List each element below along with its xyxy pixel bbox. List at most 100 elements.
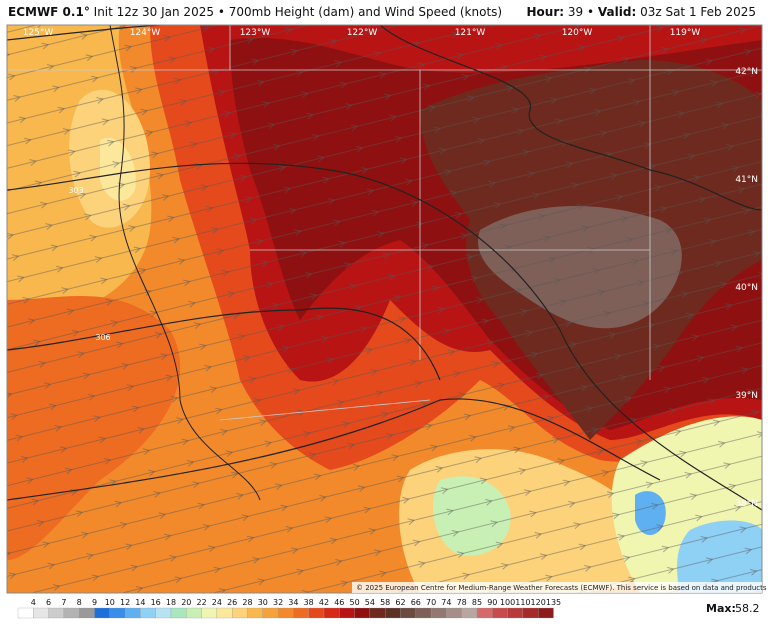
colorbar-label: 120 xyxy=(531,598,546,607)
lon-label: 124°W xyxy=(130,28,161,38)
colorbar-swatch xyxy=(201,607,218,619)
colorbar-swatch xyxy=(232,607,248,619)
colorbar-swatch xyxy=(385,607,401,619)
copyright: © 2025 European Centre for Medium-Range … xyxy=(356,584,768,592)
colorbar-label: 70 xyxy=(426,598,436,607)
colorbar-label: 12 xyxy=(120,598,130,607)
hour-label: Hour: xyxy=(526,5,565,19)
colorbar-swatch xyxy=(461,607,478,619)
header-right: Hour: 39 • Valid: 03z Sat 1 Feb 2025 xyxy=(527,5,756,19)
colorbar-label: 18 xyxy=(166,598,176,607)
lon-label: 121°W xyxy=(455,28,486,38)
product: 700mb Height (dam) and Wind Speed (knots… xyxy=(228,5,503,19)
colorbar-label: 22 xyxy=(197,598,207,607)
colorbar-label: 10 xyxy=(105,598,115,607)
colorbar-label: 14 xyxy=(135,598,145,607)
colorbar-swatch xyxy=(216,607,233,619)
colorbar-swatch xyxy=(369,607,386,619)
colorbar-label: 9 xyxy=(92,598,97,607)
lon-label: 119°W xyxy=(670,28,701,38)
colorbar-label: 58 xyxy=(380,598,390,607)
copyright-bg xyxy=(352,582,762,593)
colorbar-swatch xyxy=(17,607,34,619)
colorbar-swatch xyxy=(186,607,202,619)
colorbar-label: 90 xyxy=(487,598,497,607)
lat-label: 39°N xyxy=(735,391,758,401)
colorbar-label: 100 xyxy=(500,598,515,607)
colorbar-label: 30 xyxy=(258,598,268,607)
contour-label: 303 xyxy=(68,186,83,195)
colorbar-label: 78 xyxy=(457,598,467,607)
lat-label: 42°N xyxy=(735,67,758,77)
lon-label: 123°W xyxy=(240,28,271,38)
colorbar-swatch xyxy=(415,607,432,619)
colorbar-swatch xyxy=(170,607,187,619)
contour-label: 306 xyxy=(95,333,110,342)
hour: 39 xyxy=(567,5,584,19)
colorbar-label: 16 xyxy=(151,598,161,607)
colorbar-swatch xyxy=(140,607,156,619)
init: Init 12z 30 Jan 2025 xyxy=(93,5,214,19)
lat-label: 40°N xyxy=(735,283,758,293)
colorbar-swatch xyxy=(33,607,49,619)
lon-label: 120°W xyxy=(562,28,593,38)
colorbar-swatch xyxy=(247,607,263,619)
header-left: ECMWF 0.1° Init 12z 30 Jan 2025 • 700mb … xyxy=(8,5,502,19)
colorbar-label: 20 xyxy=(181,598,191,607)
valid: 03z Sat 1 Feb 2025 xyxy=(640,5,756,19)
colorbar-swatch xyxy=(48,607,65,619)
colorbar-label: 50 xyxy=(350,598,360,607)
colorbar-label: 38 xyxy=(304,598,314,607)
lon-label: 122°W xyxy=(347,28,378,38)
colorbar-label: 42 xyxy=(319,598,329,607)
colorbar-label: 32 xyxy=(273,598,283,607)
colorbar-swatch xyxy=(400,607,416,619)
lat-label: 41°N xyxy=(735,175,758,185)
colorbar-label: 26 xyxy=(227,598,237,607)
colorbar-label: 110 xyxy=(515,598,530,607)
colorbar-swatch xyxy=(293,607,309,619)
colorbar-swatch xyxy=(124,607,141,619)
map-field xyxy=(7,25,762,593)
colorbar-label: 8 xyxy=(77,598,82,607)
colorbar-label: 85 xyxy=(472,598,482,607)
colorbar-swatch xyxy=(277,607,294,619)
colorbar-label: 62 xyxy=(395,598,405,607)
colorbar-label: 135 xyxy=(546,598,561,607)
model: ECMWF 0.1° xyxy=(8,5,90,19)
colorbar-label: 46 xyxy=(334,598,344,607)
colorbar-label: 28 xyxy=(242,598,252,607)
colorbar-swatch xyxy=(94,607,110,619)
colorbar-label: 66 xyxy=(411,598,421,607)
sep: • xyxy=(217,5,225,19)
colorbar-swatch xyxy=(339,607,355,619)
colorbar-swatch xyxy=(109,607,126,619)
valid-label: Valid: xyxy=(597,5,637,19)
max-label: Max: xyxy=(706,602,736,615)
colorbar-label: 4 xyxy=(31,598,36,607)
max-value: 58.2 xyxy=(735,602,760,615)
colorbar-label: 6 xyxy=(46,598,51,607)
colorbar-swatch xyxy=(476,607,493,619)
colorbar-swatch xyxy=(354,607,371,619)
colorbar-label: 54 xyxy=(365,598,375,607)
colorbar-swatch xyxy=(262,607,279,619)
colorbar-swatch xyxy=(323,607,340,619)
colorbar-swatch xyxy=(308,607,325,619)
colorbar-swatch xyxy=(79,607,95,619)
colorbar-swatch xyxy=(63,607,80,619)
colorbar-label: 24 xyxy=(212,598,222,607)
colorbar-label: 7 xyxy=(61,598,66,607)
colorbar-swatch xyxy=(522,607,539,619)
lat-label: 38°N xyxy=(735,499,758,509)
colorbar-label: 34 xyxy=(288,598,298,607)
colorbar-swatch xyxy=(492,607,508,619)
colorbar-swatch xyxy=(507,607,524,619)
colorbar-swatch xyxy=(155,607,172,619)
colorbar-swatch xyxy=(430,607,447,619)
sep: • xyxy=(587,5,595,19)
colorbar-label: 74 xyxy=(441,598,451,607)
colorbar-swatch xyxy=(446,607,462,619)
